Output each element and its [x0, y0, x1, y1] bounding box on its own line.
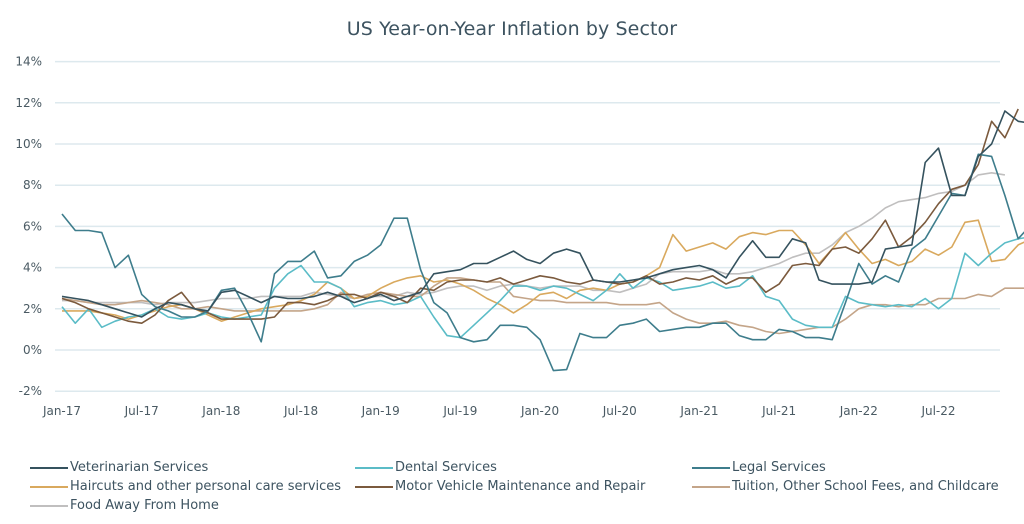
y-tick-label: 8%: [23, 178, 42, 192]
series-line-veterinarian-services: [61, 110, 1024, 318]
x-tick-label: Jan-22: [839, 404, 878, 418]
series-line-legal-services: [61, 153, 1024, 372]
chart-title: US Year-on-Year Inflation by Sector: [346, 18, 678, 40]
legend-swatch: [30, 504, 68, 507]
legend-label: Veterinarian Services: [70, 460, 209, 475]
y-tick-label: -2%: [19, 384, 42, 398]
x-tick-label: Jan-21: [679, 404, 718, 418]
x-tick-label: Jul-20: [602, 404, 637, 418]
legend-label: Motor Vehicle Maintenance and Repair: [395, 479, 646, 494]
legend-swatch: [692, 485, 730, 488]
x-tick-label: Jan-19: [361, 404, 400, 418]
x-tick-label: Jul-17: [124, 404, 159, 418]
y-tick-label: 14%: [15, 55, 42, 69]
legend-swatch: [692, 466, 730, 469]
line-chart-plot: -2%0%2%4%6%8%10%12%14% Jan-17 Jul-17 Jan-1…: [15, 55, 1024, 418]
legend-label: Tuition, Other School Fees, and Childcar…: [732, 479, 999, 494]
y-tick-label: 2%: [23, 302, 42, 316]
legend-label: Haircuts and other personal care service…: [70, 479, 342, 494]
y-tick-label: 10%: [15, 137, 42, 151]
legend-label: Food Away From Home: [70, 498, 219, 513]
legend-item: Legal Services: [692, 460, 826, 475]
legend-swatch: [355, 466, 393, 469]
legend-swatch: [355, 485, 393, 488]
legend-item: Veterinarian Services: [30, 460, 208, 475]
series-line-tuition-other-school-fees-and-childcare: [61, 277, 1024, 335]
x-tick-label: Jan-18: [201, 404, 240, 418]
legend-item: Haircuts and other personal care service…: [30, 479, 341, 494]
y-tick-label: 4%: [23, 261, 42, 275]
legend-label: Legal Services: [732, 460, 826, 475]
series-line-motor-vehicle-maintenance-and-repair: [61, 108, 1019, 325]
legend-swatch: [30, 466, 68, 469]
series-lines: [61, 108, 1024, 372]
x-tick-label: Jul-18: [283, 404, 318, 418]
y-tick-label: 0%: [23, 343, 42, 357]
legend-item: Food Away From Home: [30, 498, 219, 513]
legend-item: Motor Vehicle Maintenance and Repair: [355, 479, 645, 494]
x-tick-label: Jul-22: [920, 404, 955, 418]
series-line-dental-services: [61, 237, 1024, 339]
y-tick-label: 6%: [23, 219, 42, 233]
x-tick-label: Jan-17: [42, 404, 81, 418]
x-tick-label: Jul-19: [442, 404, 477, 418]
x-axis-tick-labels: Jan-17 Jul-17 Jan-18 Jul-18 Jan-19 Jul-19 Jan-…: [42, 404, 956, 418]
x-tick-label: Jul-21: [761, 404, 796, 418]
y-axis-tick-labels: -2% 0% 2% 4% 6% 8% 10% 12% 14%: [15, 55, 42, 399]
legend-item: Tuition, Other School Fees, and Childcar…: [692, 479, 999, 494]
y-tick-label: 12%: [15, 96, 42, 110]
legend-swatch: [30, 485, 68, 488]
legend-item: Dental Services: [355, 460, 497, 475]
legend-label: Dental Services: [395, 460, 497, 475]
series-line-food-away-from-home: [62, 172, 1006, 306]
x-tick-label: Jan-20: [520, 404, 559, 418]
